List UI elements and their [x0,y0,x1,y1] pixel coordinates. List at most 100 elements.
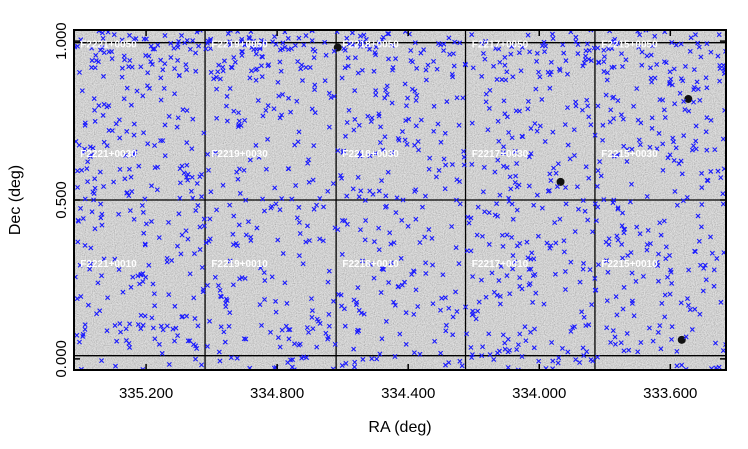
catalog-marker [262,297,268,303]
catalog-marker [582,208,588,214]
catalog-marker [669,280,675,286]
catalog-marker [480,50,486,56]
catalog-marker [715,168,721,174]
catalog-marker [243,336,249,342]
catalog-marker [312,110,318,116]
catalog-marker [704,41,710,47]
catalog-marker [555,161,561,167]
catalog-marker [662,314,668,320]
catalog-marker [367,46,372,52]
catalog-marker [203,240,209,246]
catalog-marker [138,312,144,318]
catalog-marker [184,174,190,180]
catalog-marker [177,166,183,172]
catalog-marker [362,237,368,243]
catalog-marker [230,231,236,237]
catalog-marker [80,215,86,221]
catalog-marker [162,61,168,67]
catalog-marker [356,122,362,128]
catalog-marker [197,224,203,230]
catalog-marker [722,107,726,113]
catalog-marker [528,329,534,335]
catalog-marker [402,279,408,285]
catalog-marker [561,238,567,244]
catalog-marker [584,41,590,47]
catalog-marker [389,149,395,155]
catalog-marker [105,295,111,301]
catalog-marker [156,235,162,241]
catalog-marker [412,188,418,194]
catalog-marker [697,97,703,103]
catalog-marker [412,40,418,46]
catalog-marker [415,139,421,145]
catalog-marker [142,196,148,202]
catalog-marker [350,42,356,48]
catalog-marker [394,195,400,201]
catalog-marker [489,270,495,276]
catalog-marker [491,63,497,69]
catalog-marker [717,78,723,84]
catalog-marker [257,46,263,52]
catalog-marker [508,51,514,57]
catalog-marker [629,270,635,276]
catalog-marker [691,99,697,105]
catalog-marker [515,342,521,348]
catalog-marker [532,326,537,332]
catalog-marker [393,210,399,216]
catalog-marker [557,67,563,73]
catalog-marker [317,236,323,242]
catalog-marker [699,185,705,191]
catalog-marker [449,71,455,77]
catalog-marker [399,217,405,223]
catalog-marker [440,272,446,278]
catalog-marker [187,46,193,52]
catalog-marker [99,30,105,36]
catalog-marker [282,44,288,50]
catalog-marker [672,101,678,107]
x-tick-label: 333.600 [643,385,697,402]
catalog-marker [677,90,683,96]
catalog-marker [534,50,540,56]
catalog-marker [259,53,265,59]
catalog-marker [621,284,627,290]
catalog-marker [357,153,363,159]
catalog-marker [376,40,382,46]
catalog-marker [480,189,486,195]
catalog-marker [638,340,644,345]
catalog-marker [607,119,613,125]
catalog-marker [123,338,129,343]
catalog-marker [385,169,391,175]
catalog-marker [162,153,168,159]
catalog-marker [243,197,249,203]
catalog-marker [426,166,432,172]
catalog-marker [580,63,586,69]
catalog-marker [326,323,332,329]
catalog-marker [470,308,476,314]
catalog-marker [320,238,326,244]
catalog-marker [183,62,189,68]
catalog-marker [253,77,259,83]
catalog-marker [588,357,594,363]
catalog-marker [570,325,576,331]
catalog-marker [96,103,102,109]
catalog-marker [652,75,658,81]
catalog-marker [487,87,493,93]
catalog-marker [367,153,373,159]
catalog-marker [620,306,626,312]
catalog-marker [661,218,667,224]
catalog-marker [609,64,615,70]
catalog-marker [277,59,283,65]
catalog-marker [573,34,579,40]
catalog-marker [436,167,442,173]
catalog-marker [568,259,574,265]
catalog-marker [716,364,722,370]
catalog-marker [224,93,230,99]
catalog-marker [341,306,347,312]
catalog-marker [338,172,344,178]
catalog-marker [152,143,158,149]
catalog-marker [573,103,579,109]
catalog-marker [384,83,390,89]
catalog-marker [235,30,241,34]
catalog-marker [679,362,685,368]
catalog-marker [503,77,509,83]
